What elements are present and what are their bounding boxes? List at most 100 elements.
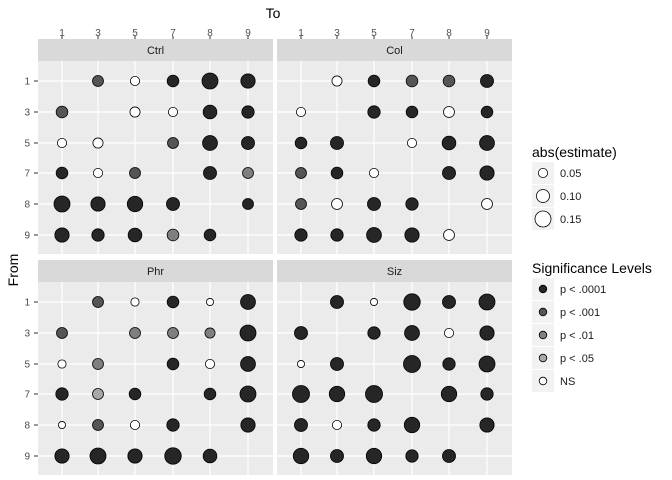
- data-point: [441, 135, 457, 151]
- data-point: [202, 448, 218, 464]
- panel-background: [277, 282, 512, 475]
- data-point: [479, 325, 495, 341]
- panel-background: [277, 61, 512, 254]
- data-point: [406, 137, 418, 149]
- data-point: [404, 325, 420, 341]
- data-point: [295, 106, 307, 118]
- data-point: [53, 195, 71, 213]
- data-point: [56, 327, 68, 339]
- data-point: [167, 137, 179, 149]
- data-point: [166, 357, 180, 371]
- significance-legend-label: p < .05: [560, 353, 594, 365]
- panel-strip-label: Siz: [387, 266, 402, 278]
- data-point: [295, 167, 307, 179]
- x-tick-label: 5: [371, 28, 377, 39]
- data-point: [365, 385, 383, 403]
- data-point: [442, 166, 456, 180]
- data-point: [240, 73, 256, 89]
- data-point: [92, 75, 104, 87]
- data-point: [328, 385, 346, 403]
- panel-col: Col 1 3 5 7 8 9: [277, 28, 512, 254]
- data-point: [292, 447, 310, 465]
- data-point: [129, 106, 141, 118]
- data-point: [241, 136, 255, 150]
- data-point: [440, 385, 458, 403]
- size-legend-item: 0.10: [532, 185, 581, 207]
- data-point: [240, 417, 256, 433]
- data-point: [370, 298, 378, 306]
- data-point: [403, 416, 421, 434]
- data-point: [241, 105, 255, 119]
- data-point: [330, 295, 344, 309]
- size-legend: abs(estimate) 0.05 0.10 0.15: [532, 144, 617, 230]
- data-point: [331, 419, 343, 431]
- data-point: [294, 228, 308, 242]
- y-tick-label: 7: [24, 390, 30, 401]
- data-point: [480, 74, 494, 88]
- data-point: [294, 418, 308, 432]
- data-point: [239, 324, 257, 342]
- y-tick-label: 8: [24, 200, 30, 211]
- significance-legend-label: NS: [560, 376, 575, 388]
- data-point: [481, 198, 493, 210]
- size-legend-label: 0.15: [560, 214, 581, 226]
- size-legend-item: 0.05: [532, 162, 581, 184]
- panel-strip: [277, 39, 512, 61]
- data-point: [480, 105, 494, 119]
- data-point: [242, 198, 254, 210]
- data-point: [129, 167, 141, 179]
- x-tick-label: 9: [245, 28, 251, 39]
- y-tick-label: 3: [24, 329, 30, 340]
- data-point: [242, 167, 254, 179]
- x-tick-label: 8: [446, 28, 452, 39]
- data-point: [201, 72, 219, 90]
- panel-siz: Siz: [277, 260, 512, 475]
- data-point: [442, 357, 456, 371]
- data-point: [405, 449, 419, 463]
- y-tick-label: 5: [24, 139, 30, 150]
- data-point: [129, 419, 141, 431]
- data-point: [479, 417, 495, 433]
- panel-strip: [277, 260, 512, 282]
- data-point: [443, 327, 455, 339]
- y-tick-label: 1: [24, 298, 30, 309]
- data-point: [202, 104, 218, 120]
- x-tick-label: 3: [95, 28, 101, 39]
- data-point: [367, 74, 381, 88]
- data-point: [294, 326, 308, 340]
- data-point: [91, 228, 105, 242]
- data-point: [129, 327, 141, 339]
- data-point: [368, 167, 380, 179]
- data-point: [58, 421, 66, 429]
- y-axis-title: From: [5, 254, 21, 287]
- data-point: [203, 166, 217, 180]
- size-legend-symbol: [537, 167, 549, 179]
- significance-legend-label: p < .01: [560, 330, 594, 342]
- x-tick-label: 1: [298, 28, 304, 39]
- data-point: [206, 298, 214, 306]
- significance-legend-item: p < .001: [532, 301, 600, 323]
- data-point: [295, 198, 307, 210]
- significance-legend-title: Significance Levels: [532, 260, 652, 276]
- x-tick-label: 7: [170, 28, 176, 39]
- data-point: [55, 166, 69, 180]
- panel-background: [38, 61, 273, 254]
- data-point: [330, 357, 344, 371]
- x-tick-label: 3: [334, 28, 340, 39]
- data-point: [330, 228, 344, 242]
- significance-legend-item: NS: [532, 370, 575, 392]
- data-point: [56, 137, 68, 149]
- y-tick-label: 7: [24, 169, 30, 180]
- data-point: [164, 447, 182, 465]
- data-point: [127, 448, 143, 464]
- data-point: [55, 387, 69, 401]
- panel-phr: Phr 1 3 5 7 8 9: [24, 260, 273, 475]
- panel-strip: [38, 39, 273, 61]
- data-point: [367, 326, 381, 340]
- data-point: [126, 195, 144, 213]
- significance-legend: Significance Levels p < .0001 p < .001 p <…: [532, 260, 652, 392]
- data-point: [92, 419, 104, 431]
- y-tick-label: 1: [24, 77, 30, 88]
- significance-legend-symbol: [538, 330, 548, 340]
- data-point: [57, 359, 67, 369]
